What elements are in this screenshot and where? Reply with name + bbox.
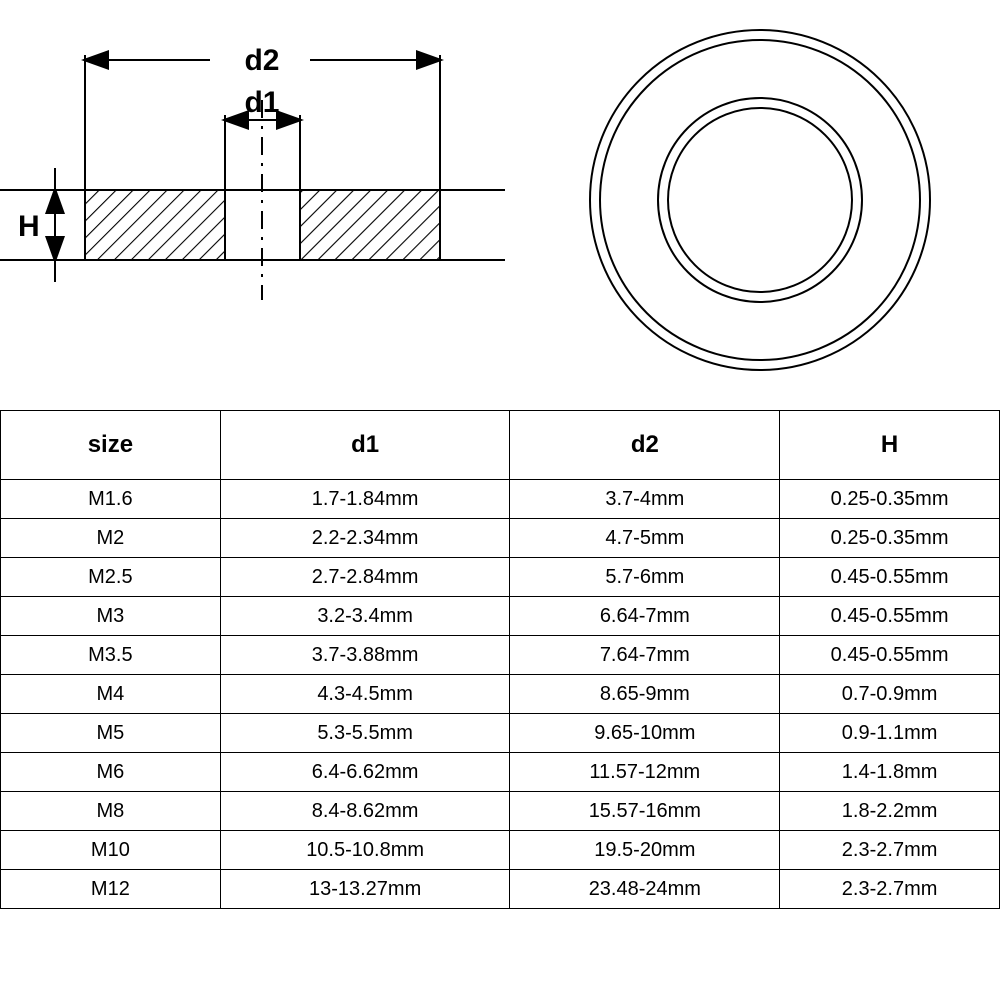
- table-row: M44.3-4.5mm8.65-9mm0.7-0.9mm: [1, 675, 1000, 714]
- table-cell: 0.25-0.35mm: [780, 480, 1000, 519]
- table-cell: 13-13.27mm: [220, 870, 510, 909]
- technical-diagram: d2 d1 H: [0, 0, 1000, 410]
- table-row: M22.2-2.34mm4.7-5mm0.25-0.35mm: [1, 519, 1000, 558]
- table-cell: 23.48-24mm: [510, 870, 780, 909]
- table-cell: M2: [1, 519, 221, 558]
- table-cell: M2.5: [1, 558, 221, 597]
- table-cell: M6: [1, 753, 221, 792]
- label-d1: d1: [244, 86, 279, 119]
- label-H: H: [18, 210, 40, 243]
- table-cell: M12: [1, 870, 221, 909]
- table-cell: M8: [1, 792, 221, 831]
- table-cell: 3.7-3.88mm: [220, 636, 510, 675]
- table-cell: 3.7-4mm: [510, 480, 780, 519]
- col-header-3: H: [780, 411, 1000, 480]
- table-cell: 0.9-1.1mm: [780, 714, 1000, 753]
- size-table-header-row: sized1d2H: [1, 411, 1000, 480]
- size-table-area: sized1d2H M1.61.7-1.84mm3.7-4mm0.25-0.35…: [0, 410, 1000, 909]
- table-cell: 5.7-6mm: [510, 558, 780, 597]
- label-d2: d2: [244, 44, 279, 77]
- table-row: M3.53.7-3.88mm7.64-7mm0.45-0.55mm: [1, 636, 1000, 675]
- top-view-ring: [590, 30, 930, 370]
- table-row: M88.4-8.62mm15.57-16mm1.8-2.2mm: [1, 792, 1000, 831]
- table-row: M33.2-3.4mm6.64-7mm0.45-0.55mm: [1, 597, 1000, 636]
- table-cell: M4: [1, 675, 221, 714]
- table-cell: 0.25-0.35mm: [780, 519, 1000, 558]
- table-cell: M10: [1, 831, 221, 870]
- table-cell: M3.5: [1, 636, 221, 675]
- table-cell: 6.4-6.62mm: [220, 753, 510, 792]
- table-cell: 15.57-16mm: [510, 792, 780, 831]
- table-cell: 2.3-2.7mm: [780, 870, 1000, 909]
- table-row: M1.61.7-1.84mm3.7-4mm0.25-0.35mm: [1, 480, 1000, 519]
- cross-section: d2 d1 H: [0, 44, 505, 300]
- table-row: M66.4-6.62mm11.57-12mm1.4-1.8mm: [1, 753, 1000, 792]
- table-cell: 0.45-0.55mm: [780, 636, 1000, 675]
- table-cell: 1.8-2.2mm: [780, 792, 1000, 831]
- table-cell: 4.7-5mm: [510, 519, 780, 558]
- table-row: M1010.5-10.8mm19.5-20mm2.3-2.7mm: [1, 831, 1000, 870]
- table-cell: 1.7-1.84mm: [220, 480, 510, 519]
- table-cell: 1.4-1.8mm: [780, 753, 1000, 792]
- table-cell: 2.7-2.84mm: [220, 558, 510, 597]
- table-cell: 19.5-20mm: [510, 831, 780, 870]
- table-cell: 2.2-2.34mm: [220, 519, 510, 558]
- table-row: M1213-13.27mm23.48-24mm2.3-2.7mm: [1, 870, 1000, 909]
- table-cell: 4.3-4.5mm: [220, 675, 510, 714]
- table-row: M55.3-5.5mm9.65-10mm0.9-1.1mm: [1, 714, 1000, 753]
- table-cell: 8.65-9mm: [510, 675, 780, 714]
- size-table: sized1d2H M1.61.7-1.84mm3.7-4mm0.25-0.35…: [0, 410, 1000, 909]
- table-cell: 2.3-2.7mm: [780, 831, 1000, 870]
- col-header-2: d2: [510, 411, 780, 480]
- table-cell: M5: [1, 714, 221, 753]
- table-cell: 11.57-12mm: [510, 753, 780, 792]
- size-table-body: M1.61.7-1.84mm3.7-4mm0.25-0.35mmM22.2-2.…: [1, 480, 1000, 909]
- table-cell: 0.45-0.55mm: [780, 597, 1000, 636]
- table-cell: M3: [1, 597, 221, 636]
- table-cell: 9.65-10mm: [510, 714, 780, 753]
- table-cell: 10.5-10.8mm: [220, 831, 510, 870]
- col-header-1: d1: [220, 411, 510, 480]
- table-cell: 0.7-0.9mm: [780, 675, 1000, 714]
- size-table-head: sized1d2H: [1, 411, 1000, 480]
- table-cell: 0.45-0.55mm: [780, 558, 1000, 597]
- table-cell: 5.3-5.5mm: [220, 714, 510, 753]
- table-cell: 7.64-7mm: [510, 636, 780, 675]
- table-cell: 6.64-7mm: [510, 597, 780, 636]
- col-header-0: size: [1, 411, 221, 480]
- table-row: M2.52.7-2.84mm5.7-6mm0.45-0.55mm: [1, 558, 1000, 597]
- table-cell: 8.4-8.62mm: [220, 792, 510, 831]
- table-cell: M1.6: [1, 480, 221, 519]
- table-cell: 3.2-3.4mm: [220, 597, 510, 636]
